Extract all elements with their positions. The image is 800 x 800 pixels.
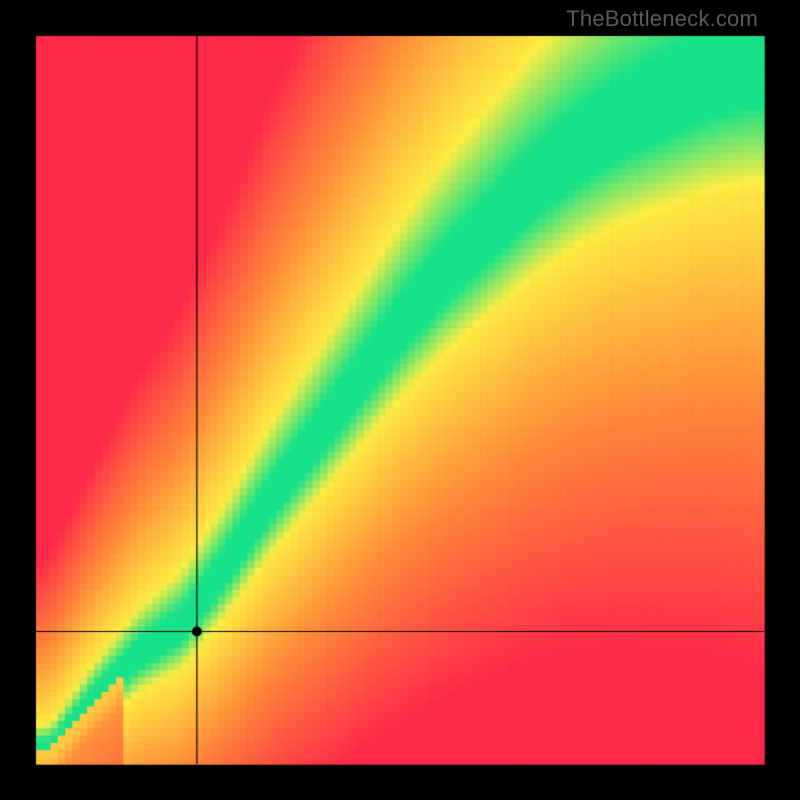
watermark: TheBottleneck.com bbox=[566, 6, 758, 32]
bottleneck-heatmap bbox=[0, 0, 800, 800]
